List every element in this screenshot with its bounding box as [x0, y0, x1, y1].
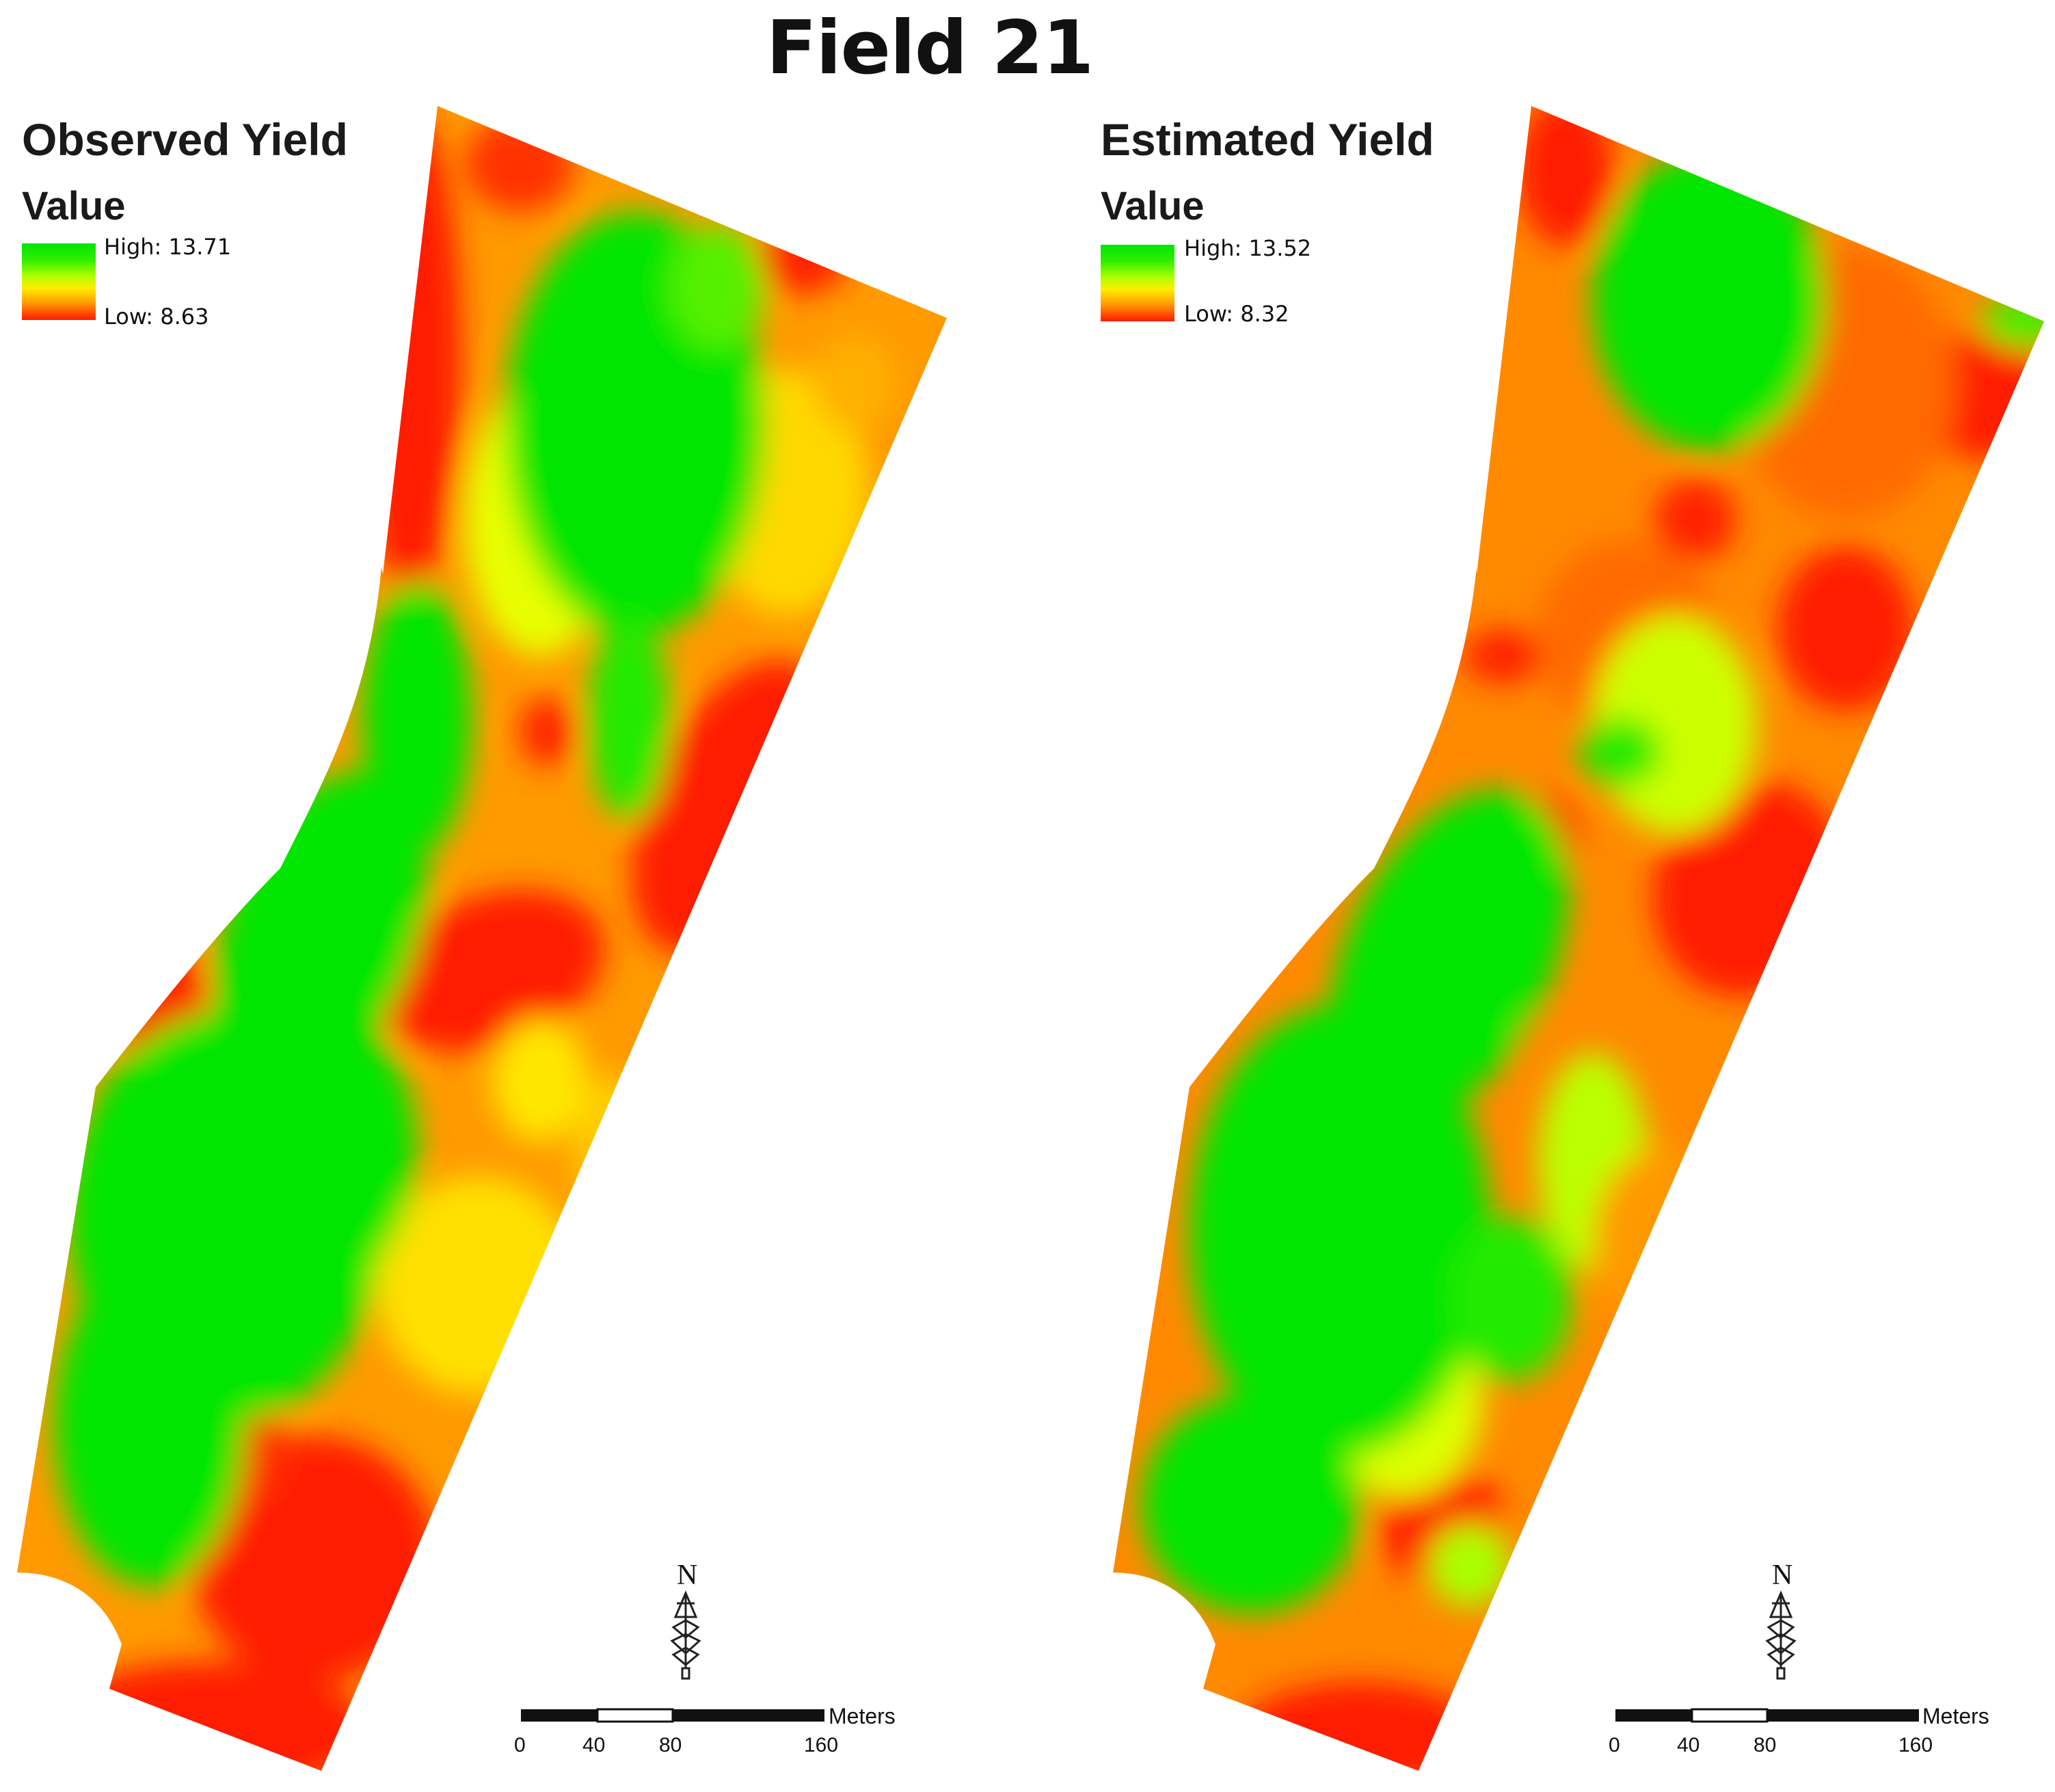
- observed-high-label: High: 13.71: [104, 234, 232, 260]
- observed-legend-value: Value: [22, 184, 126, 228]
- scale-bar: [521, 1708, 824, 1723]
- estimated-scale-unit: Meters: [1922, 1704, 1989, 1728]
- scale-bar: [1615, 1708, 1919, 1723]
- observed-north-label: N: [677, 1560, 698, 1591]
- observed-scale-unit: Meters: [829, 1704, 896, 1728]
- observed-scale-tick: 160: [804, 1734, 839, 1756]
- estimated-high-label: High: 13.52: [1184, 235, 1312, 261]
- estimated-scale-tick: 0: [1609, 1734, 1620, 1756]
- estimated-scale-tick: 40: [1677, 1734, 1700, 1756]
- observed-scale-tick: 0: [514, 1734, 526, 1756]
- estimated-legend-value: Value: [1101, 184, 1205, 228]
- north-arrow-icon: [670, 1590, 701, 1680]
- observed-low-label: Low: 8.63: [104, 304, 209, 330]
- estimated-yield-map: [1113, 106, 2044, 1771]
- observed-scale-tick: 40: [582, 1734, 606, 1756]
- estimated-low-label: Low: 8.32: [1184, 301, 1289, 327]
- estimated-color-ramp: [1101, 245, 1174, 321]
- estimated-scale-tick: 160: [1898, 1734, 1933, 1756]
- figure-title: Field 21: [766, 5, 1094, 91]
- observed-legend-title: Observed Yield: [22, 114, 348, 165]
- observed-color-ramp: [22, 243, 96, 320]
- estimated-north-label: N: [1772, 1560, 1793, 1591]
- observed-scale-tick: 80: [659, 1734, 682, 1756]
- estimated-legend-title: Estimated Yield: [1101, 114, 1434, 165]
- estimated-scale-tick: 80: [1754, 1734, 1777, 1756]
- north-arrow-icon: [1765, 1590, 1797, 1680]
